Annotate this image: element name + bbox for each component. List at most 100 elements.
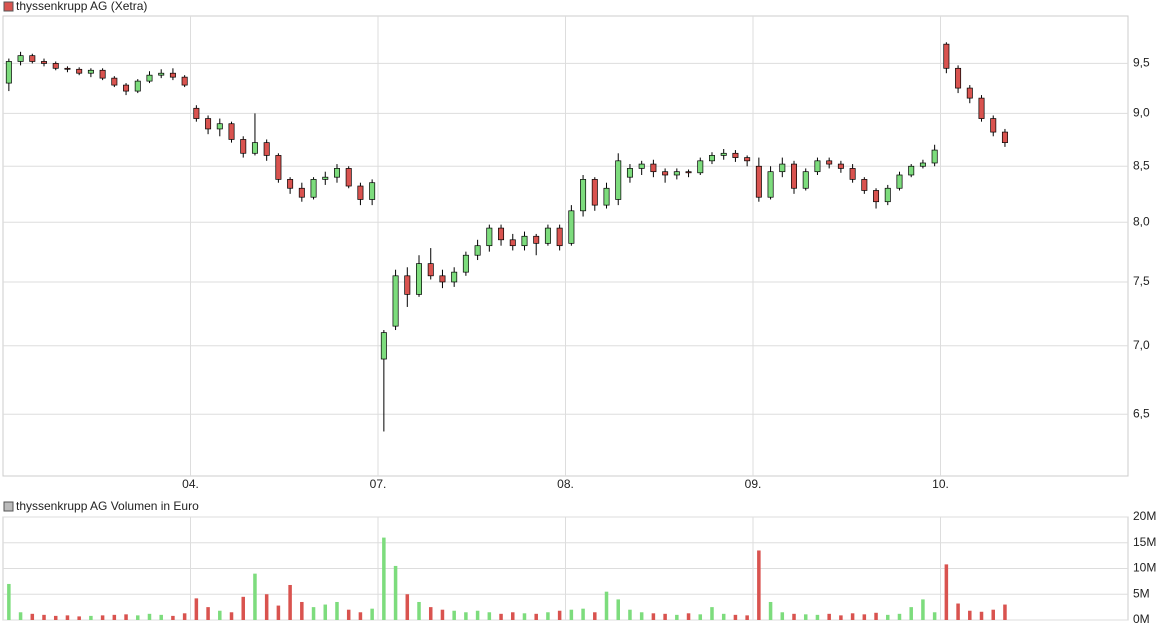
x-tick-label: 08.: [557, 477, 574, 491]
y-tick-label: 15M: [1133, 535, 1156, 549]
candle-body: [861, 179, 868, 191]
volume-bar: [300, 601, 304, 620]
volume-bar: [194, 598, 199, 620]
y-tick-label: 9,5: [1133, 56, 1150, 70]
candle-body: [720, 152, 727, 156]
candle-body: [755, 165, 762, 198]
volume-bar: [921, 599, 925, 620]
candle-body: [333, 168, 340, 178]
volume-bar: [909, 607, 913, 620]
volume-bar: [89, 615, 93, 620]
candle-body: [123, 84, 130, 92]
candle-body: [216, 123, 223, 130]
candle-body: [884, 187, 891, 203]
volume-bar: [979, 611, 984, 620]
volume-bar: [288, 584, 292, 620]
volume-bar: [581, 608, 585, 620]
candle-body: [462, 254, 469, 273]
volume-bar: [745, 615, 749, 620]
volume-bar: [18, 612, 23, 620]
volume-bar: [112, 614, 117, 620]
candle-body: [369, 182, 376, 200]
candle-body: [685, 171, 692, 174]
y-tick-label: 5M: [1133, 586, 1150, 600]
candle-body: [439, 275, 446, 283]
candle-body: [556, 227, 563, 247]
candle-body: [345, 168, 352, 187]
volume-bar: [370, 608, 374, 620]
candle-body: [591, 179, 598, 206]
volume-bar: [698, 614, 703, 620]
y-tick-label: 0M: [1133, 612, 1150, 626]
candle-body: [87, 69, 94, 74]
candle-body: [474, 245, 481, 256]
volume-bar: [30, 613, 35, 620]
volume-bar: [77, 616, 81, 620]
candle-body: [357, 185, 364, 200]
volume-bar: [569, 609, 574, 620]
volume-bar: [218, 610, 222, 620]
candle-body: [193, 107, 200, 119]
candle-body: [802, 171, 809, 189]
volume-bar: [956, 603, 960, 620]
volume-bar: [593, 612, 597, 620]
candle-body: [626, 168, 633, 178]
candle-body: [697, 160, 704, 174]
x-tick-label: 09.: [745, 477, 762, 491]
volume-bar: [1003, 604, 1007, 620]
candle-body: [275, 155, 282, 180]
volume-bar: [182, 613, 187, 620]
candle-body: [779, 163, 786, 173]
candle-body: [404, 275, 411, 295]
volume-bar: [733, 614, 738, 620]
volume-bar: [311, 607, 316, 620]
candle-body: [392, 275, 399, 327]
candle-body: [5, 61, 12, 84]
candle-body: [521, 235, 528, 247]
y-tick-label: 10M: [1133, 561, 1156, 575]
volume-bar: [780, 612, 785, 620]
volume-bar: [393, 565, 398, 620]
volume-bar: [874, 612, 878, 620]
volume-bar: [757, 550, 761, 620]
volume-bar: [100, 615, 105, 620]
volume-bar: [229, 612, 234, 620]
x-tick-label: 10.: [932, 477, 949, 491]
y-tick-label: 8,5: [1133, 158, 1150, 172]
candle-body: [310, 179, 317, 198]
candle-body: [908, 165, 915, 176]
volume-bar: [7, 583, 11, 620]
candle-body: [849, 168, 856, 180]
volume-bar: [53, 615, 58, 620]
candle-body: [896, 174, 903, 189]
candle-body: [826, 160, 833, 165]
volume-bar: [604, 591, 609, 620]
volume-bar: [65, 615, 70, 620]
volume-bar: [159, 614, 163, 620]
volume-bar: [136, 615, 140, 620]
volume-bar: [522, 613, 527, 620]
candle-body: [580, 179, 587, 212]
volume-bar: [253, 573, 257, 620]
candle-body: [427, 263, 434, 277]
candle-body: [181, 76, 188, 86]
candle-body: [931, 149, 938, 164]
candle-body: [416, 263, 423, 295]
candle-body: [17, 55, 24, 62]
candle-body: [1001, 131, 1008, 143]
volume-bar: [241, 596, 245, 620]
volume-bar: [710, 607, 714, 620]
candle-body: [228, 123, 235, 140]
candle-body: [744, 157, 751, 162]
x-tick-label: 07.: [370, 477, 387, 491]
candle-body: [451, 271, 458, 283]
y-tick-label: 7,0: [1133, 338, 1150, 352]
candle-body: [732, 152, 739, 158]
candle-body: [498, 227, 505, 241]
legend-swatch: [3, 501, 14, 512]
volume-bar: [968, 610, 972, 620]
candle-body: [64, 67, 71, 70]
candle-body: [791, 163, 798, 189]
candle-body: [509, 239, 516, 247]
